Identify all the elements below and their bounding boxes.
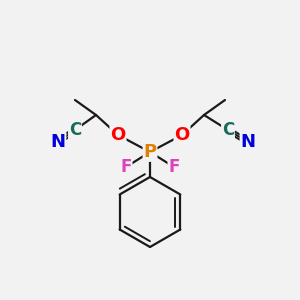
Text: N: N bbox=[241, 133, 256, 151]
Text: P: P bbox=[143, 143, 157, 161]
Text: C: C bbox=[69, 121, 81, 139]
Text: N: N bbox=[50, 133, 65, 151]
Text: O: O bbox=[110, 126, 126, 144]
Text: O: O bbox=[174, 126, 190, 144]
Text: C: C bbox=[222, 121, 234, 139]
Text: F: F bbox=[120, 158, 132, 176]
Text: F: F bbox=[168, 158, 180, 176]
